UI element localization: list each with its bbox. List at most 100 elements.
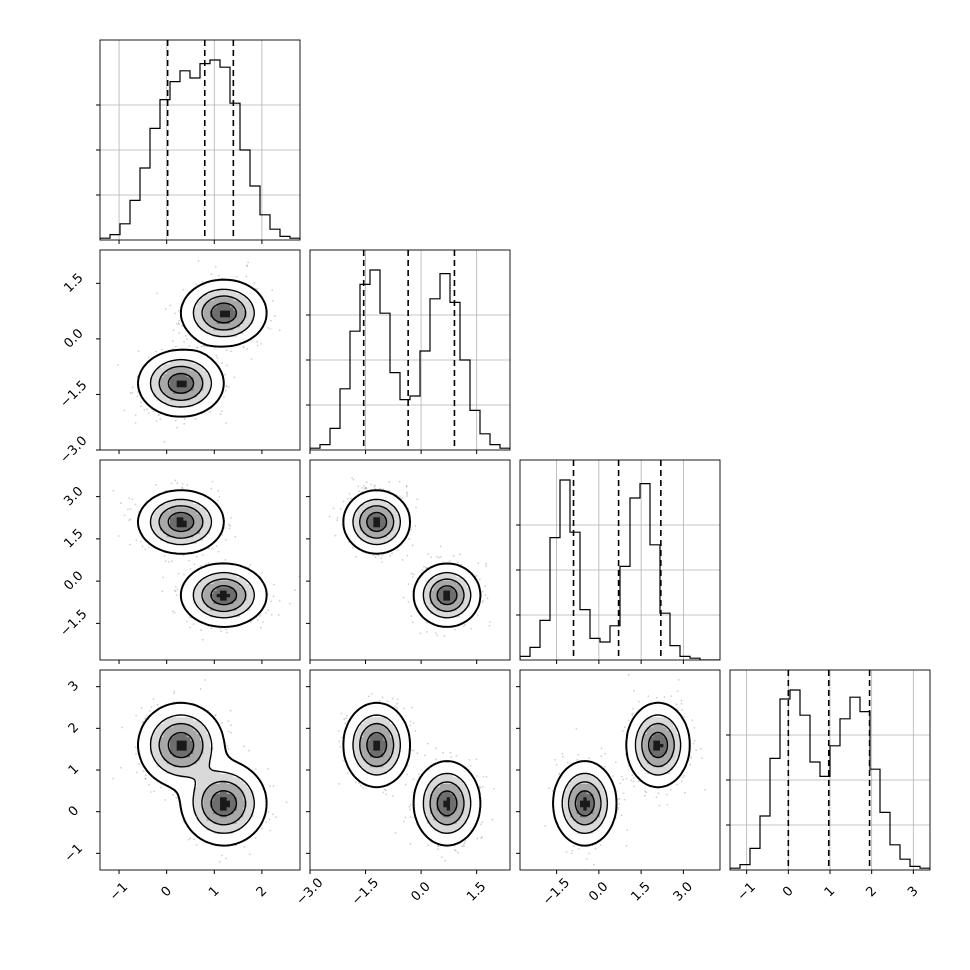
- density-cell: [216, 333, 221, 338]
- density-cell: [166, 390, 171, 394]
- density-cell: [210, 503, 214, 508]
- density-cell: [256, 610, 261, 614]
- density-cell: [210, 326, 214, 331]
- scatter-point: [215, 545, 218, 547]
- scatter-point: [272, 595, 275, 598]
- density-cell: [253, 330, 258, 334]
- density-cell: [193, 366, 198, 371]
- density-cell: [236, 340, 241, 344]
- scatter-point: [189, 568, 192, 570]
- density-cell: [236, 306, 241, 311]
- hist-step-3: [730, 689, 930, 870]
- density-cell: [176, 400, 181, 404]
- density-cell: [153, 500, 158, 504]
- scatter-point: [156, 292, 159, 295]
- density-cell: [260, 316, 264, 321]
- density-cell: [216, 613, 221, 618]
- density-cell: [186, 363, 191, 368]
- density-cell: [243, 573, 248, 578]
- scatter-point: [209, 411, 212, 413]
- density-cell: [206, 283, 211, 288]
- hist-frame-3: [729, 669, 931, 871]
- density-cell: [216, 620, 221, 624]
- scatter-point: [123, 409, 126, 412]
- scatter-point: [140, 405, 142, 408]
- scatter-point: [225, 364, 228, 367]
- density-cell: [156, 403, 161, 408]
- density-cell: [173, 526, 178, 531]
- density-cell: [183, 313, 188, 318]
- density-cell: [200, 336, 204, 341]
- density-cell: [153, 396, 158, 401]
- density-cell: [193, 520, 198, 524]
- density-cell: [226, 566, 231, 571]
- density-cell: [166, 493, 171, 498]
- density-cell: [260, 323, 264, 328]
- density-cell: [170, 406, 174, 411]
- scatter-point: [246, 348, 249, 350]
- density-cell: [223, 286, 228, 291]
- density-cell: [243, 316, 248, 321]
- density-cell: [186, 300, 191, 304]
- scatter-point: [413, 573, 415, 576]
- density-cell: [186, 360, 191, 364]
- density-cell: [213, 300, 218, 304]
- density-cell: [210, 583, 214, 588]
- density-cell: [183, 526, 188, 531]
- scatter-point: [448, 560, 451, 562]
- density-cell: [150, 536, 154, 541]
- density-cell: [200, 370, 204, 374]
- density-cell: [246, 323, 251, 328]
- density-cell: [226, 613, 231, 618]
- scatter-point: [221, 534, 224, 536]
- density-cell: [230, 596, 234, 601]
- hist-frame-2: [519, 459, 721, 661]
- density-cell: [206, 376, 211, 381]
- density-cell: [210, 386, 214, 391]
- density-cell: [183, 546, 188, 551]
- scatter-point: [245, 275, 248, 278]
- density-cell: [260, 600, 264, 604]
- density-cell: [220, 340, 224, 344]
- density-cell: [230, 583, 234, 588]
- scatter-point: [242, 345, 245, 348]
- density-cell: [213, 363, 218, 368]
- density-cell: [176, 406, 181, 411]
- scatter-point: [381, 554, 383, 557]
- density-cell: [143, 523, 148, 528]
- density-cell: [200, 306, 204, 311]
- density-cell: [216, 623, 221, 628]
- density-cell: [260, 320, 264, 324]
- density-cell: [150, 540, 154, 544]
- density-cell: [183, 383, 188, 388]
- scatter-point: [182, 288, 185, 291]
- density-cell: [196, 516, 201, 521]
- scatter-point: [167, 561, 170, 563]
- density-cell: [240, 590, 244, 594]
- density-cell: [206, 500, 211, 504]
- scatter-point: [137, 511, 140, 513]
- density-cell: [170, 520, 174, 524]
- density-cell: [173, 533, 178, 538]
- density-cell: [203, 336, 208, 341]
- density-cell: [203, 400, 208, 404]
- density-cell: [223, 340, 228, 344]
- density-cell: [210, 303, 214, 308]
- density-cell: [196, 383, 201, 388]
- density-cell: [203, 600, 208, 604]
- density-cell: [220, 570, 224, 574]
- density-cell: [156, 510, 161, 514]
- density-cell: [170, 523, 174, 528]
- density-cell: [246, 600, 251, 604]
- scatter-point: [221, 361, 224, 364]
- density-cell: [213, 530, 218, 534]
- density-cell: [210, 610, 214, 614]
- density-cell: [216, 596, 221, 601]
- density-cell: [236, 330, 241, 334]
- density-cell: [260, 586, 264, 591]
- density-cell: [160, 370, 164, 374]
- scatter-point: [348, 492, 351, 495]
- scatter-point: [217, 489, 220, 492]
- density-cell: [203, 566, 208, 571]
- density-cell: [246, 316, 251, 321]
